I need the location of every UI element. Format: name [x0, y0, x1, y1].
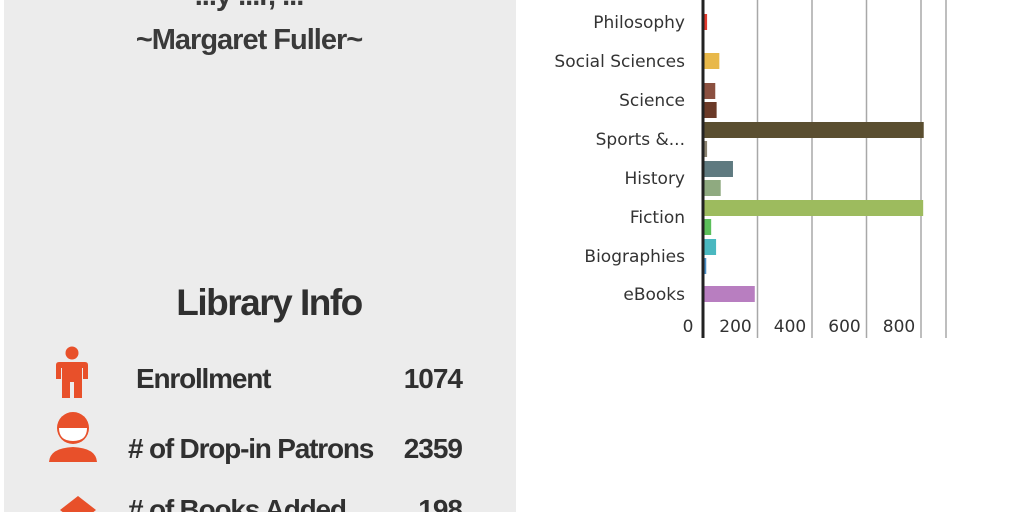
bar-fiction-1 [703, 219, 712, 235]
category-label-fiction: Fiction [630, 208, 685, 228]
category-label-science: Science [619, 91, 685, 111]
person-icon [56, 346, 88, 398]
bar-fiction-0 [703, 200, 924, 216]
stat-value-books-added: 198 [418, 494, 463, 512]
bar-sports--0 [703, 122, 924, 138]
bar-history-1 [703, 180, 721, 196]
x-tick-label-200: 200 [719, 317, 751, 337]
bar-science-1 [703, 102, 717, 118]
stat-label-enrollment: Enrollment [136, 363, 271, 394]
patron-icon [49, 412, 97, 462]
category-label-biographies: Biographies [584, 247, 685, 267]
x-tick-label-600: 600 [828, 317, 860, 337]
category-label-ebooks: eBooks [623, 285, 685, 305]
stat-value-enrollment: 1074 [403, 363, 463, 394]
bar-history-0 [703, 161, 733, 177]
bar-biographies-1 [703, 258, 707, 274]
x-tick-label-400: 400 [774, 317, 806, 337]
category-label-sports-: Sports &... [596, 130, 685, 150]
quote-partial-text: ...y ...r, ... [4, 0, 494, 13]
bar-ebooks-0 [703, 286, 755, 302]
x-tick-label-800: 800 [883, 317, 915, 337]
category-label-social-sciences: Social Sciences [554, 52, 685, 72]
bar-philosophy-0 [703, 14, 708, 30]
stat-value-drop-in-patrons: 2359 [403, 433, 463, 464]
bar-sports--1 [703, 141, 708, 157]
stat-label-drop-in-patrons: # of Drop-in Patrons [128, 433, 374, 464]
bar-biographies-0 [703, 239, 717, 255]
quote-author: ~Margaret Fuller~ [135, 24, 363, 56]
x-tick-label-0: 0 [683, 317, 694, 337]
category-label-history: History [625, 169, 685, 189]
info-panel: ...y ...r, ... ~Margaret Fuller~ Library… [4, 0, 516, 512]
stat-label-books-added: # of Books Added [128, 494, 347, 512]
category-label-philosophy: Philosophy [593, 13, 685, 33]
bar-science-0 [703, 83, 716, 99]
bar-social-sciences-0 [703, 53, 720, 69]
section-title: Library Info [176, 282, 363, 323]
book-stack-icon [60, 496, 96, 512]
